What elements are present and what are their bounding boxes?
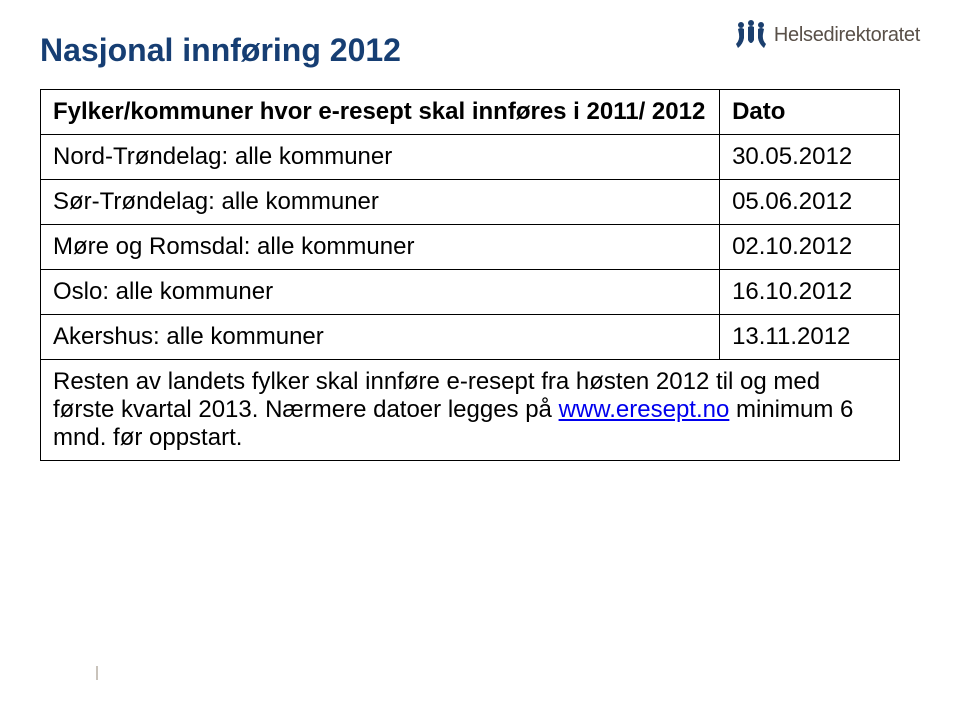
table-row: Akershus: alle kommuner 13.11.2012 [41,315,900,360]
brand-logo: Helsedirektoratet [734,20,920,50]
slide-page: Helsedirektoratet Nasjonal innføring 201… [0,0,960,722]
table-header-row: Fylker/kommuner hvor e-resept skal innfø… [41,90,900,135]
rollout-table: Fylker/kommuner hvor e-resept skal innfø… [40,89,900,461]
table-footnote-row: Resten av landets fylker skal innføre e-… [41,360,900,461]
footer-divider-icon [96,666,98,680]
footnote-link[interactable]: www.eresept.no [559,396,730,423]
footnote-cell: Resten av landets fylker skal innføre e-… [41,360,900,461]
table-row: Oslo: alle kommuner 16.10.2012 [41,270,900,315]
cell-region: Oslo: alle kommuner [41,270,720,315]
table-row: Sør-Trøndelag: alle kommuner 05.06.2012 [41,180,900,225]
logo-text: Helsedirektoratet [774,24,920,47]
cell-date: 16.10.2012 [720,270,900,315]
logo-mark-icon [734,20,768,50]
table-row: Nord-Trøndelag: alle kommuner 30.05.2012 [41,135,900,180]
cell-date: 13.11.2012 [720,315,900,360]
cell-region: Nord-Trøndelag: alle kommuner [41,135,720,180]
table-row: Møre og Romsdal: alle kommuner 02.10.201… [41,225,900,270]
cell-date: 30.05.2012 [720,135,900,180]
header-date: Dato [720,90,900,135]
cell-date: 05.06.2012 [720,180,900,225]
header-region: Fylker/kommuner hvor e-resept skal innfø… [41,90,720,135]
cell-region: Sør-Trøndelag: alle kommuner [41,180,720,225]
cell-region: Møre og Romsdal: alle kommuner [41,225,720,270]
cell-region: Akershus: alle kommuner [41,315,720,360]
cell-date: 02.10.2012 [720,225,900,270]
